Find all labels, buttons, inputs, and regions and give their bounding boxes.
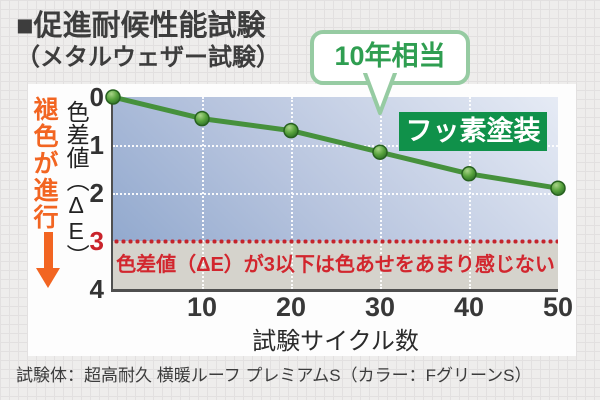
y-axis-ticks: 0 1 2 3 4	[80, 82, 108, 304]
test-specimen-caption: 試験体：超高耐久 横暖ルーフ プレミアムS（カラー：FグリーンS）	[16, 366, 532, 385]
callout-tail-icon	[363, 73, 397, 115]
page-title-line-1: ■促進耐候性能試験	[16, 10, 266, 42]
gridline-horizontal	[113, 193, 558, 195]
down-arrow-icon	[36, 232, 60, 288]
line-series	[105, 89, 566, 196]
y-tick-label: 0	[89, 82, 104, 112]
series-label-fluorine-coating: フッ素塗装	[399, 112, 547, 151]
fading-progress-label: 褪色が進行	[30, 96, 58, 231]
down-arrow-stem	[44, 232, 53, 270]
y-tick-label: 4	[89, 274, 104, 304]
data-point-marker	[105, 89, 121, 105]
data-point-marker	[372, 144, 388, 160]
page-title: ■促進耐候性能試験 （メタルウェザー試験）	[16, 10, 280, 72]
threshold-note: 色差値（ΔE）が3以下は色あせをあまり感じない	[116, 254, 555, 276]
data-point-marker	[283, 122, 299, 139]
y-tick-label: 2	[89, 178, 104, 208]
page-title-line-2: （メタルウェザー試験）	[16, 44, 280, 72]
below-threshold-zone	[113, 241, 558, 289]
data-point-marker	[461, 166, 477, 182]
x-axis-title: 試験サイクル数	[252, 328, 419, 355]
threshold-line	[113, 239, 558, 244]
gridline-horizontal	[113, 145, 558, 147]
y-tick-label: 1	[89, 130, 104, 160]
plot-area: 色差値（ΔE）が3以下は色あせをあまり感じない	[105, 89, 566, 292]
plot-inner: 色差値（ΔE）が3以下は色あせをあまり感じない	[105, 89, 566, 289]
data-point-markers	[105, 89, 566, 196]
y-axis-title: 色差値（ΔE）	[63, 100, 90, 267]
x-axis-ticks: 10 20 30 40 50	[113, 292, 573, 322]
series-line	[110, 94, 561, 191]
x-tick-label: 30	[364, 292, 396, 322]
down-arrow-head	[36, 268, 60, 288]
x-tick-label: 50	[542, 292, 574, 322]
data-point-marker	[194, 110, 210, 127]
y-tick-label: 3	[89, 226, 104, 256]
x-tick-label: 10	[186, 292, 218, 322]
x-tick-label: 40	[453, 292, 485, 322]
data-point-marker	[550, 180, 566, 196]
x-tick-label: 20	[275, 292, 307, 322]
